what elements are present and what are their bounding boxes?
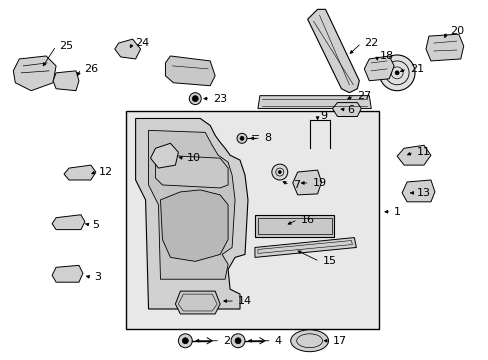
Polygon shape <box>52 215 85 230</box>
Bar <box>257 218 331 234</box>
Text: 8: 8 <box>264 133 270 143</box>
Polygon shape <box>332 103 361 117</box>
Text: 7: 7 <box>292 180 299 190</box>
Text: 25: 25 <box>59 41 73 51</box>
Polygon shape <box>115 39 141 59</box>
Text: 6: 6 <box>346 104 354 114</box>
Text: 9: 9 <box>320 111 327 121</box>
Circle shape <box>192 96 198 102</box>
Text: 27: 27 <box>357 91 371 101</box>
Polygon shape <box>364 56 393 81</box>
Polygon shape <box>160 190 227 261</box>
Polygon shape <box>175 291 220 314</box>
Polygon shape <box>165 56 215 86</box>
Text: 18: 18 <box>380 51 393 61</box>
Polygon shape <box>401 180 434 202</box>
Polygon shape <box>148 130 235 279</box>
Circle shape <box>240 136 244 140</box>
Text: 15: 15 <box>322 256 336 266</box>
Bar <box>254 215 334 237</box>
Circle shape <box>231 334 244 348</box>
Polygon shape <box>135 118 247 309</box>
Ellipse shape <box>290 330 328 352</box>
Text: 4: 4 <box>274 336 282 346</box>
Text: 10: 10 <box>186 153 200 163</box>
Circle shape <box>235 338 241 344</box>
Circle shape <box>379 55 414 91</box>
Text: 13: 13 <box>416 188 430 198</box>
Text: 12: 12 <box>99 167 113 177</box>
Polygon shape <box>307 9 359 93</box>
Text: 22: 22 <box>364 38 378 48</box>
Text: 2: 2 <box>223 336 230 346</box>
Polygon shape <box>292 170 321 195</box>
Polygon shape <box>53 71 79 91</box>
Text: 1: 1 <box>393 207 400 217</box>
Polygon shape <box>425 34 463 61</box>
Polygon shape <box>64 165 96 180</box>
Circle shape <box>394 71 398 75</box>
Polygon shape <box>52 265 83 282</box>
Polygon shape <box>155 155 227 188</box>
Text: 21: 21 <box>409 64 423 74</box>
Polygon shape <box>396 145 430 165</box>
Polygon shape <box>150 143 178 168</box>
Text: 16: 16 <box>300 215 314 225</box>
Text: 24: 24 <box>135 38 149 48</box>
Text: 19: 19 <box>312 178 326 188</box>
Circle shape <box>237 133 246 143</box>
Circle shape <box>182 338 188 344</box>
Circle shape <box>178 334 192 348</box>
Circle shape <box>271 164 287 180</box>
Text: 3: 3 <box>94 272 101 282</box>
Circle shape <box>189 93 201 105</box>
Text: 20: 20 <box>449 26 463 36</box>
Polygon shape <box>254 238 356 257</box>
Polygon shape <box>13 56 56 91</box>
Circle shape <box>278 171 281 174</box>
Text: 11: 11 <box>416 147 430 157</box>
Text: 5: 5 <box>92 220 99 230</box>
Polygon shape <box>257 96 370 109</box>
Text: 26: 26 <box>84 64 98 74</box>
Text: 23: 23 <box>213 94 227 104</box>
Text: 14: 14 <box>238 296 252 306</box>
Text: 17: 17 <box>332 336 346 346</box>
Bar <box>125 111 379 329</box>
